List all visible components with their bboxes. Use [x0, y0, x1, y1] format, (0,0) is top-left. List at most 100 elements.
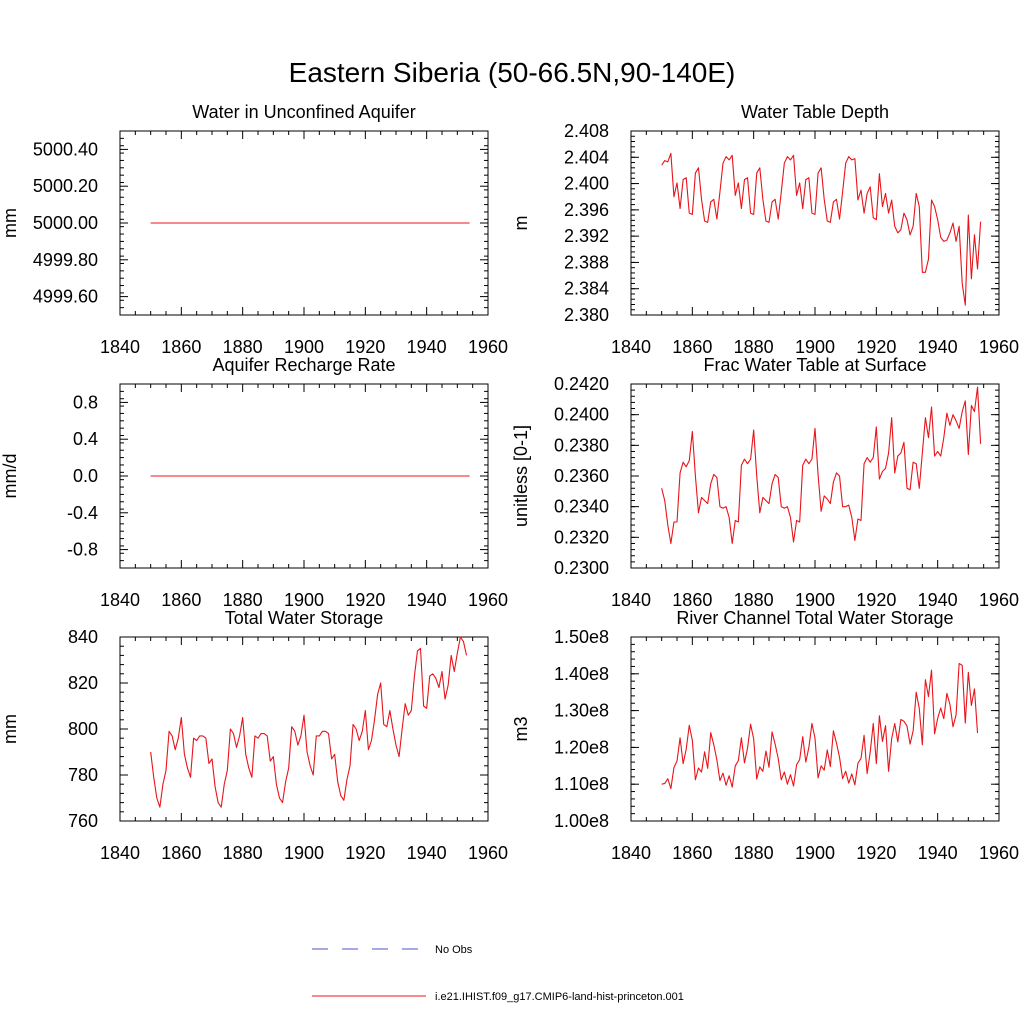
x-tick-label: 1880 — [734, 590, 774, 610]
x-tick-label: 1940 — [407, 590, 447, 610]
y-tick-label: -0.4 — [67, 503, 98, 523]
panel-title: Aquifer Recharge Rate — [212, 355, 395, 375]
y-tick-label: 4999.80 — [33, 250, 98, 270]
x-tick-label: 1860 — [672, 590, 712, 610]
panel-title: Frac Water Table at Surface — [703, 355, 926, 375]
y-tick-label: 1.30e8 — [554, 701, 609, 721]
y-tick-label: 4999.60 — [33, 287, 98, 307]
y-tick-label: 0.2340 — [554, 497, 609, 517]
x-tick-label: 1880 — [734, 843, 774, 863]
y-axis-label: mm — [0, 714, 20, 744]
y-axis-label: unitless [0-1] — [511, 425, 531, 527]
x-tick-label: 1960 — [979, 843, 1019, 863]
x-tick-label: 1840 — [100, 337, 140, 357]
x-tick-label: 1960 — [468, 843, 508, 863]
legend-model-label: i.e21.IHIST.f09_g17.CMIP6-land-hist-prin… — [435, 991, 684, 1003]
x-tick-label: 1940 — [407, 337, 447, 357]
y-tick-label: 1.00e8 — [554, 811, 609, 831]
panel-title: Water Table Depth — [741, 102, 889, 122]
series-line-model — [661, 662, 979, 790]
legend-obs-label: No Obs — [435, 944, 473, 956]
x-tick-label: 1900 — [795, 843, 835, 863]
x-tick-label: 1840 — [611, 590, 651, 610]
y-tick-label: 2.380 — [564, 305, 609, 325]
legend: No Obs i.e21.IHIST.f09_g17.CMIP6-land-hi… — [312, 944, 684, 1003]
x-tick-label: 1900 — [284, 843, 324, 863]
x-tick-label: 1840 — [100, 843, 140, 863]
panel-3: Aquifer Recharge Rate mm/d 1840 1860 1880 190… — [0, 355, 508, 610]
x-tick-label: 1900 — [795, 590, 835, 610]
y-tick-label: 5000.40 — [33, 139, 98, 159]
plot-frame — [630, 636, 1000, 822]
x-tick-label: 1940 — [407, 843, 447, 863]
x-tick-label: 1900 — [284, 337, 324, 357]
y-tick-label: 0.2380 — [554, 435, 609, 455]
panel-title: River Channel Total Water Storage — [676, 608, 953, 628]
y-tick-label: 1.20e8 — [554, 737, 609, 757]
y-tick-label: 0.2300 — [554, 558, 609, 578]
y-tick-label: 820 — [68, 673, 98, 693]
y-tick-label: -0.8 — [67, 540, 98, 560]
x-tick-label: 1960 — [979, 337, 1019, 357]
x-tick-label: 1860 — [672, 843, 712, 863]
x-tick-label: 1880 — [734, 337, 774, 357]
x-tick-label: 1940 — [918, 843, 958, 863]
x-tick-label: 1860 — [161, 337, 201, 357]
y-tick-label: 1.10e8 — [554, 774, 609, 794]
y-tick-label: 0.2420 — [554, 374, 609, 394]
x-tick-label: 1920 — [856, 843, 896, 863]
x-tick-label: 1960 — [468, 337, 508, 357]
y-tick-label: 5000.00 — [33, 213, 98, 233]
y-tick-label: 760 — [68, 811, 98, 831]
series-line-model — [661, 152, 982, 306]
y-tick-label: 0.8 — [73, 392, 98, 412]
x-tick-label: 1860 — [161, 843, 201, 863]
series-line-model — [661, 386, 982, 545]
x-tick-label: 1900 — [284, 590, 324, 610]
plot-frame — [119, 636, 489, 822]
panel-5: Total Water Storage mm 1840 1860 1880 1900 192… — [0, 608, 508, 863]
x-tick-label: 1960 — [468, 590, 508, 610]
y-tick-label: 2.408 — [564, 121, 609, 141]
panel-title: Water in Unconfined Aquifer — [192, 102, 415, 122]
y-tick-label: 2.384 — [564, 279, 609, 299]
panel-4: Frac Water Table at Surface unitless [0-1… — [511, 355, 1019, 610]
x-tick-label: 1880 — [223, 590, 263, 610]
plot-frame — [630, 383, 1000, 569]
y-axis-label: m3 — [511, 716, 531, 741]
x-tick-label: 1940 — [918, 337, 958, 357]
x-tick-label: 1900 — [795, 337, 835, 357]
y-axis-label: mm/d — [0, 454, 20, 499]
y-tick-label: 2.396 — [564, 200, 609, 220]
x-tick-label: 1920 — [345, 337, 385, 357]
x-tick-label: 1880 — [223, 337, 263, 357]
y-tick-label: 780 — [68, 765, 98, 785]
x-tick-label: 1920 — [345, 843, 385, 863]
y-tick-label: 0.2360 — [554, 466, 609, 486]
panel-1: Water in Unconfined Aquifer mm 1840 1860 188… — [0, 102, 508, 357]
y-tick-label: 0.2320 — [554, 527, 609, 547]
y-tick-label: 840 — [68, 627, 98, 647]
y-axis-label: m — [511, 216, 531, 231]
y-tick-label: 0.2400 — [554, 405, 609, 425]
x-tick-label: 1920 — [345, 590, 385, 610]
x-tick-label: 1960 — [979, 590, 1019, 610]
x-tick-label: 1920 — [856, 590, 896, 610]
y-tick-label: 800 — [68, 719, 98, 739]
x-tick-label: 1860 — [161, 590, 201, 610]
y-tick-label: 2.404 — [564, 147, 609, 167]
y-tick-label: 2.400 — [564, 174, 609, 194]
y-tick-label: 5000.20 — [33, 176, 98, 196]
x-tick-label: 1920 — [856, 337, 896, 357]
y-tick-label: 0.4 — [73, 429, 98, 449]
figure-title: Eastern Siberia (50-66.5N,90-140E) — [289, 57, 736, 88]
plot-frame — [630, 130, 1000, 316]
panel-title: Total Water Storage — [225, 608, 383, 628]
x-tick-label: 1940 — [918, 590, 958, 610]
y-tick-label: 1.50e8 — [554, 627, 609, 647]
x-tick-label: 1840 — [611, 337, 651, 357]
series-line-model — [150, 636, 468, 808]
y-axis-label: mm — [0, 208, 20, 238]
